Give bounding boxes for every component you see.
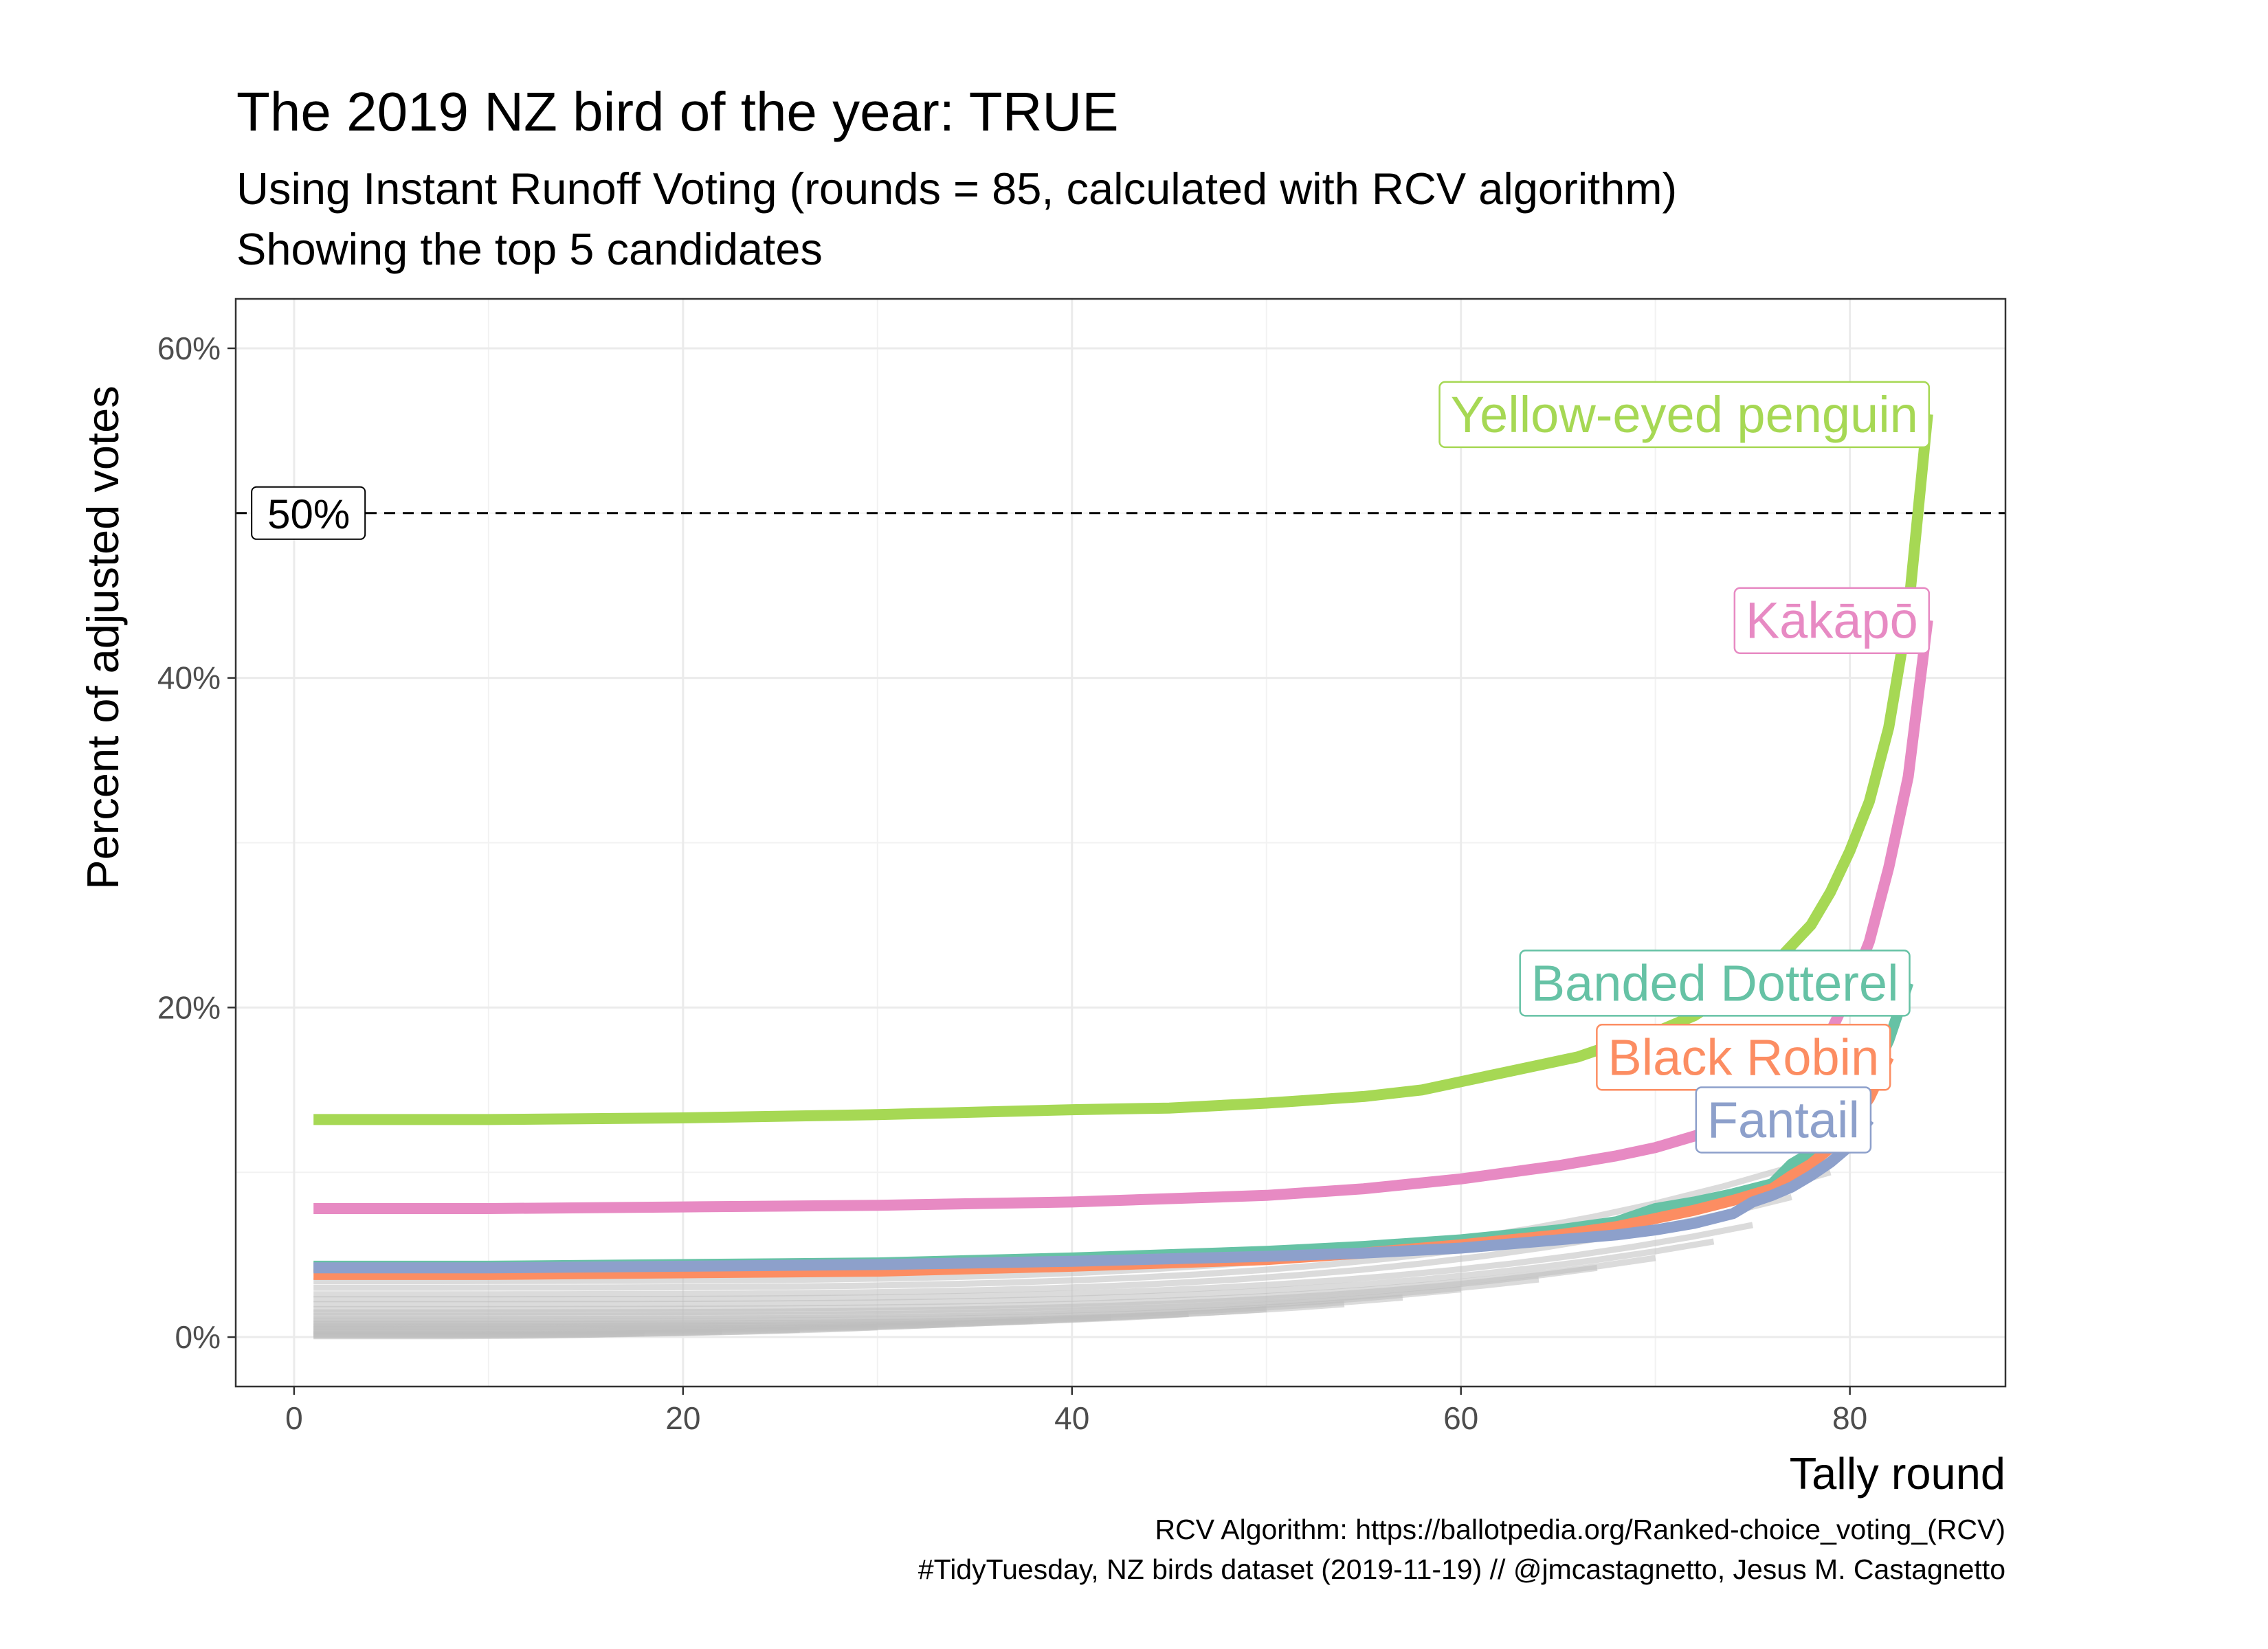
series-label-0: Yellow-eyed penguin <box>1438 381 1931 449</box>
caption-line-2: #TidyTuesday, NZ birds dataset (2019-11-… <box>918 1553 2005 1585</box>
y-tick-label-2: 40% <box>157 660 221 696</box>
other-candidate-line-19 <box>313 1330 645 1340</box>
other-candidate-line-4 <box>313 1238 1715 1308</box>
x-axis-title: Tally round <box>1790 1448 2005 1499</box>
other-candidate-line-3 <box>313 1222 1753 1303</box>
plot-panel-border <box>234 298 2007 1388</box>
y-axis-title: Percent of adjusted votes <box>78 385 128 890</box>
series-label-1: Kākāpō <box>1733 587 1931 654</box>
series-label-text-1: Kākāpō <box>1746 592 1918 649</box>
series-label-3: Black Robin <box>1596 1024 1891 1091</box>
reference-line-label-box <box>251 486 366 540</box>
caption-line-1: RCV Algorithm: https://ballotpedia.org/R… <box>1155 1514 2005 1545</box>
chart-subtitle-line-2: Showing the top 5 candidates <box>236 224 823 274</box>
x-tick-label-3: 60 <box>1443 1400 1478 1436</box>
series-label-text-0: Yellow-eyed penguin <box>1451 386 1918 443</box>
axis-ticks: 0 20 40 60 80 0% 20% 40% 60% <box>157 330 1867 1436</box>
series-label-text-4: Fantail <box>1707 1091 1860 1148</box>
gridlines <box>236 299 2005 1387</box>
x-tick-label-4: 80 <box>1832 1400 1867 1436</box>
reference-line-group: 50% <box>236 486 2005 540</box>
series-label-4: Fantail <box>1695 1086 1872 1154</box>
other-candidate-line-2 <box>313 1193 1792 1298</box>
other-candidate-line-0 <box>313 1144 1851 1284</box>
y-tick-label-0: 0% <box>175 1319 221 1355</box>
series-label-box-2 <box>1519 950 1911 1017</box>
other-candidate-line-6 <box>313 1264 1598 1316</box>
series-label-2: Banded Dotterel <box>1519 950 1911 1017</box>
x-tick-label-0: 0 <box>285 1400 303 1436</box>
series-label-box-1 <box>1733 587 1931 654</box>
reference-line-label: 50% <box>267 491 350 537</box>
other-candidates-lines <box>313 1144 1851 1340</box>
series-labels: Yellow-eyed penguin Kākāpō Banded Dotterel… <box>1438 381 1931 1154</box>
y-tick-label-3: 60% <box>157 330 221 366</box>
series-label-text-2: Banded Dotterel <box>1531 954 1899 1011</box>
chart-subtitle-line-1: Using Instant Runoff Voting (rounds = 85… <box>236 164 1677 214</box>
series-label-box-4 <box>1695 1086 1872 1154</box>
x-tick-label-2: 40 <box>1054 1400 1089 1436</box>
series-label-box-0 <box>1438 381 1931 449</box>
y-tick-label-1: 20% <box>157 989 221 1025</box>
chart-title: The 2019 NZ bird of the year: TRUE <box>236 81 1119 142</box>
series-line-0 <box>313 414 1933 1125</box>
series-line-4 <box>313 1116 1874 1274</box>
x-tick-label-1: 20 <box>665 1400 700 1436</box>
series-label-text-3: Black Robin <box>1608 1029 1879 1086</box>
